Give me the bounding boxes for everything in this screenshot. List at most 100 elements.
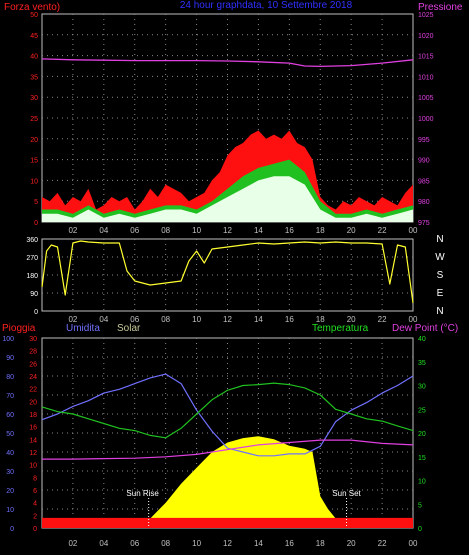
y-tick-label: 0 [10, 526, 14, 533]
x-tick-label: 14 [254, 539, 263, 548]
y-tick-label: 5 [418, 502, 422, 509]
wind-direction-grid [42, 239, 413, 311]
dewpoint-label: Dew Point (°C) [392, 323, 458, 334]
series-humidity-line [41, 373, 414, 457]
temp-humidity-panel: 0102030405060708090100024681012141618202… [2, 323, 458, 548]
series-rain_base-area [42, 517, 413, 528]
x-tick-label: 04 [99, 539, 108, 548]
y-tick-label: 2 [33, 513, 37, 520]
y-tick-label: 1015 [418, 54, 434, 61]
y-tick-label: 50 [30, 12, 38, 19]
y-tick-label: 100 [2, 336, 14, 343]
wind-pressure-panel: 0510152025303540455097598098599099510001… [4, 0, 463, 235]
x-tick-label: 02 [68, 226, 77, 235]
y-tick-label: 4 [33, 501, 37, 508]
y-tick-label: N [436, 234, 443, 245]
y-tick-label: 30 [30, 95, 38, 102]
y-tick-label: 50 [6, 431, 14, 438]
temperature-label: Temperatura [312, 323, 369, 334]
temp-humidity-ticks: 0102030405060708090100024681012141618202… [2, 336, 426, 548]
y-tick-label: 10 [418, 479, 426, 486]
humidity-label: Umidita [66, 323, 100, 334]
y-tick-label: 90 [30, 291, 38, 298]
x-tick-label: 14 [254, 315, 263, 324]
y-tick-label: 40 [30, 54, 38, 61]
y-tick-label: 20 [6, 488, 14, 495]
x-tick-label: 10 [192, 315, 201, 324]
temp-humidity-series [41, 373, 414, 528]
y-tick-label: 30 [418, 384, 426, 391]
x-tick-label: 10 [192, 539, 201, 548]
y-tick-label: 14 [29, 437, 37, 444]
y-tick-label: 20 [418, 431, 426, 438]
sunrise-label: Sun Rise [126, 489, 159, 498]
x-tick-label: 06 [130, 539, 139, 548]
x-tick-label: 16 [285, 539, 294, 548]
y-tick-label: 25 [30, 116, 38, 123]
x-tick-label: 06 [130, 226, 139, 235]
y-tick-label: 16 [29, 425, 37, 432]
y-tick-label: 12 [29, 450, 37, 457]
y-tick-label: 975 [418, 220, 430, 227]
series-speed-area [42, 176, 413, 222]
x-tick-label: 02 [68, 539, 77, 548]
x-tick-label: 20 [347, 226, 356, 235]
y-tick-label: 70 [6, 393, 14, 400]
x-tick-label: 02 [68, 315, 77, 324]
y-tick-label: 985 [418, 178, 430, 185]
y-tick-label: 60 [6, 412, 14, 419]
x-tick-label: 04 [99, 226, 108, 235]
y-tick-label: 80 [6, 374, 14, 381]
y-tick-label: 24 [29, 374, 37, 381]
y-tick-label: 6 [33, 488, 37, 495]
y-tick-label: 20 [30, 137, 38, 144]
y-tick-label: 90 [6, 355, 14, 362]
y-tick-label: 1005 [418, 95, 434, 102]
series-dewpoint-line [42, 439, 414, 460]
y-tick-label: 980 [418, 199, 430, 206]
y-tick-label: 0 [33, 526, 37, 533]
series-direction-line [41, 240, 414, 304]
y-tick-label: 1000 [418, 116, 434, 123]
y-tick-label: 0 [418, 526, 422, 533]
y-tick-label: 40 [6, 450, 14, 457]
x-tick-label: 04 [99, 315, 108, 324]
y-tick-label: 0 [34, 220, 38, 227]
y-tick-label: 1010 [418, 74, 434, 81]
y-tick-label: 8 [33, 475, 37, 482]
x-tick-label: 06 [130, 315, 139, 324]
wind-speed-label: Forza vento) [4, 2, 60, 13]
y-tick-label: 995 [418, 137, 430, 144]
x-tick-label: 20 [347, 539, 356, 548]
y-tick-label: 270 [26, 255, 38, 262]
y-tick-label: W [435, 252, 445, 263]
y-tick-label: 30 [29, 336, 37, 343]
x-tick-label: 18 [316, 315, 325, 324]
wind-pressure-ticks: 0510152025303540455097598098599099510001… [30, 12, 433, 235]
y-tick-label: 15 [418, 455, 426, 462]
x-tick-label: 08 [161, 539, 170, 548]
y-tick-label: 26 [29, 361, 37, 368]
y-tick-label: 360 [26, 237, 38, 244]
x-tick-label: 10 [192, 226, 201, 235]
y-tick-label: 40 [418, 336, 426, 343]
y-tick-label: 990 [418, 158, 430, 165]
y-tick-label: 22 [29, 387, 37, 394]
x-tick-label: 12 [223, 226, 232, 235]
x-tick-label: 12 [223, 315, 232, 324]
y-tick-label: 5 [34, 199, 38, 206]
y-tick-label: 10 [29, 463, 37, 470]
x-tick-label: 20 [347, 315, 356, 324]
sunset-label: Sun Set [332, 489, 361, 498]
series-pressione-line [41, 58, 414, 68]
x-tick-label: 00 [409, 226, 418, 235]
chart-title: 24 hour graphdata, 10 Settembre 2018 [180, 0, 353, 11]
y-tick-label: 30 [6, 469, 14, 476]
y-tick-label: 0 [34, 309, 38, 316]
x-tick-label: 14 [254, 226, 263, 235]
pressure-label: Pressione [418, 2, 463, 13]
series-solar-area [42, 436, 413, 528]
